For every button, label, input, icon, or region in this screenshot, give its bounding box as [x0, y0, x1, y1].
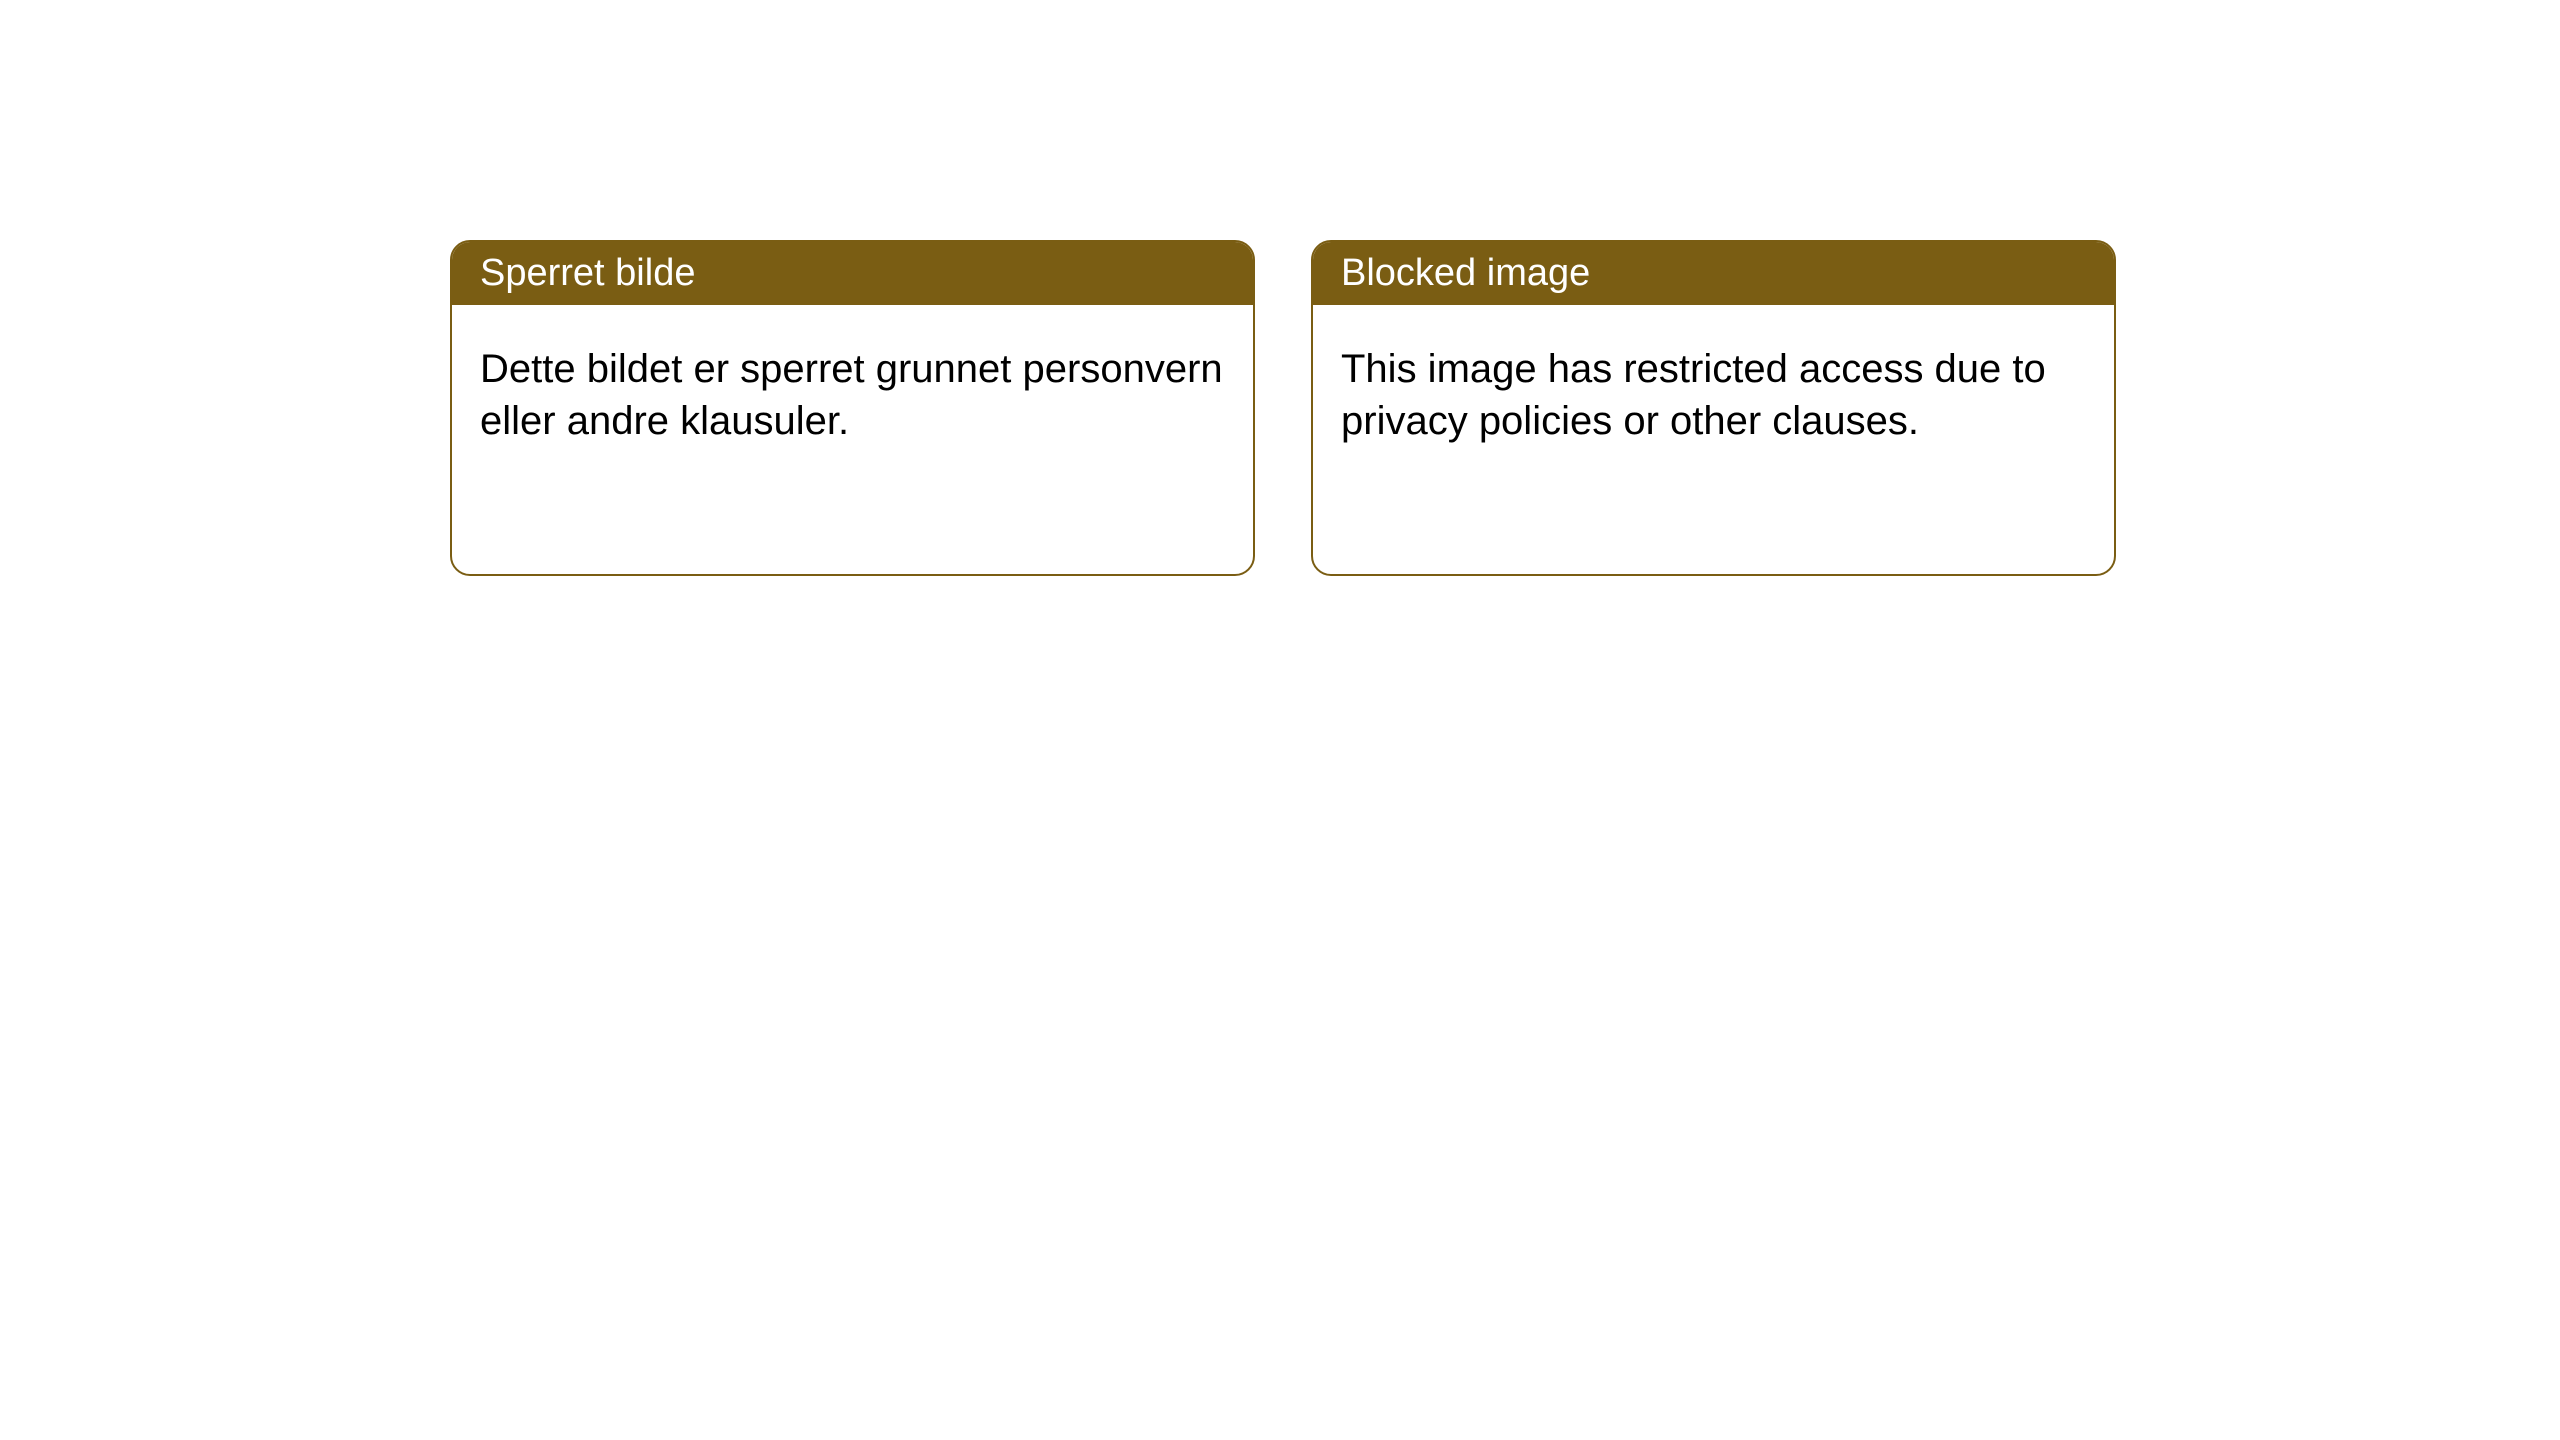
- card-title-norwegian: Sperret bilde: [480, 252, 695, 294]
- card-header-english: Blocked image: [1313, 242, 2114, 305]
- card-body-norwegian: Dette bildet er sperret grunnet personve…: [452, 305, 1253, 485]
- card-text-english: This image has restricted access due to …: [1341, 347, 2046, 443]
- card-english: Blocked image This image has restricted …: [1311, 240, 2116, 576]
- card-norwegian: Sperret bilde Dette bildet er sperret gr…: [450, 240, 1255, 576]
- cards-container: Sperret bilde Dette bildet er sperret gr…: [0, 0, 2560, 576]
- card-body-english: This image has restricted access due to …: [1313, 305, 2114, 485]
- card-title-english: Blocked image: [1341, 252, 1590, 294]
- card-text-norwegian: Dette bildet er sperret grunnet personve…: [480, 347, 1223, 443]
- card-header-norwegian: Sperret bilde: [452, 242, 1253, 305]
